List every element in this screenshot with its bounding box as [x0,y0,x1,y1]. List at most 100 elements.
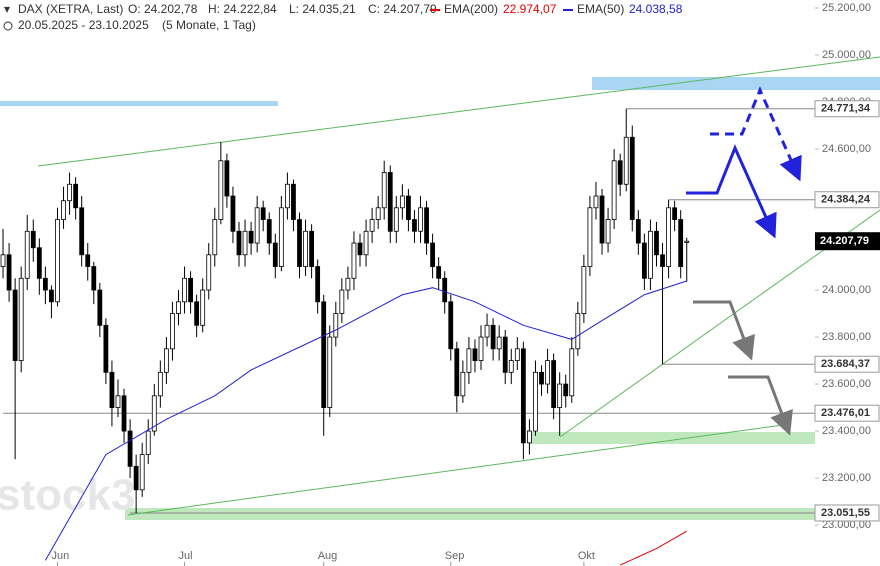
candle-body [557,383,563,408]
candle-body [478,336,484,361]
candle-body [430,242,436,267]
candle-body [648,230,653,279]
y-tick-label: 23.000,00 [822,519,871,531]
candle-body [466,348,472,373]
candle-body [97,289,103,326]
candle-body [442,277,448,303]
candle-body [291,183,296,220]
candle-body [85,254,91,267]
date-range: 20.05.2025 - 23.10.2025 [18,18,149,32]
scenario-arrow [693,300,755,361]
candle-body [399,195,405,209]
level-badge [814,100,880,118]
candle-body [581,266,587,314]
legend-value: 24.038,58 [629,2,683,16]
last-price-badge [815,232,880,251]
candle-body [672,207,678,220]
y-tick-label: 25.200,00 [822,2,871,14]
resistance-zone [0,101,278,106]
candle-body [641,242,647,279]
candle-body [139,454,145,491]
candle-body [12,289,18,361]
candle-body [527,430,532,444]
header: ▾ DAX (XETRA, Last) O: 24.202,78 H: 24.2… [3,2,683,32]
level-label: 24.384,24 [821,194,871,206]
candle-body [484,324,490,338]
candle-body [200,289,206,326]
candle-body [121,395,127,432]
candle-body [91,266,97,291]
candle-body [278,207,284,267]
level-label: 23.051,55 [821,507,870,519]
x-tick-label: Sep [445,550,465,562]
close: C: 24.207,79 [368,2,437,16]
candle-body [297,219,302,267]
legend-entry: EMA(50) [577,2,624,16]
open: O: 24.202,78 [128,2,198,16]
candle-body [49,289,54,303]
candle-body [369,219,375,232]
candle-body [436,266,442,279]
y-tick-label: 23.200,00 [822,472,871,484]
candle-body [127,430,133,467]
candle-body [115,395,121,408]
candle-body [520,348,526,444]
candle-body [605,219,611,244]
candle-body [587,207,593,267]
x-tick-label: Jun [51,550,69,562]
candle-body [248,230,254,244]
level-label: 23.476,01 [821,407,870,419]
candle-body [684,240,690,243]
candle-body [67,183,72,202]
candle-body [375,207,381,220]
period: (5 Monate, 1 Tag) [162,18,256,32]
level-badge [814,404,880,422]
watermark: stock3 [0,471,135,520]
candle-body [490,324,496,350]
candle-body [533,371,538,432]
candle-body [182,277,187,303]
candle-body [551,360,557,408]
low: L: 24.035,21 [289,2,356,16]
level-badge [814,504,880,522]
candle-body [6,254,12,291]
candle-body [327,336,333,408]
resistance-zone [592,77,880,90]
level-badge [814,191,880,209]
candle-body [363,230,369,256]
candle-body [611,160,617,220]
instrument: DAX (XETRA, Last) [18,2,123,16]
candle-body [176,301,181,314]
scenario-arrow [710,86,802,182]
y-tick-label: 24.000,00 [822,284,871,296]
x-tick-label: Jul [179,550,193,562]
candle-body [254,207,260,244]
candle-body [575,313,581,350]
candle-body [151,395,157,432]
candle-body [387,172,393,232]
high: H: 24.222,84 [208,2,277,16]
candle-body [472,348,478,361]
candle-body [103,324,109,373]
candle-body [345,277,351,291]
candle-body [79,207,85,256]
level-label: 23.684,37 [821,358,870,370]
level-label: 24.771,34 [821,103,871,115]
scenario-arrow [686,144,777,239]
candle-body [333,313,339,338]
ema-line [44,280,687,561]
candle-body [460,371,466,397]
candle-body [666,207,671,267]
candle-body [617,160,623,185]
candle-body [351,242,357,279]
candle-body [418,207,423,232]
candle-body [508,360,514,373]
candle-body [163,348,169,373]
candle-body [145,430,151,455]
candle-body [42,277,48,291]
candle-body [109,371,115,408]
candle-body [381,172,387,209]
candle-body [563,383,569,397]
candle-body [0,254,6,267]
candle-body [260,207,266,220]
